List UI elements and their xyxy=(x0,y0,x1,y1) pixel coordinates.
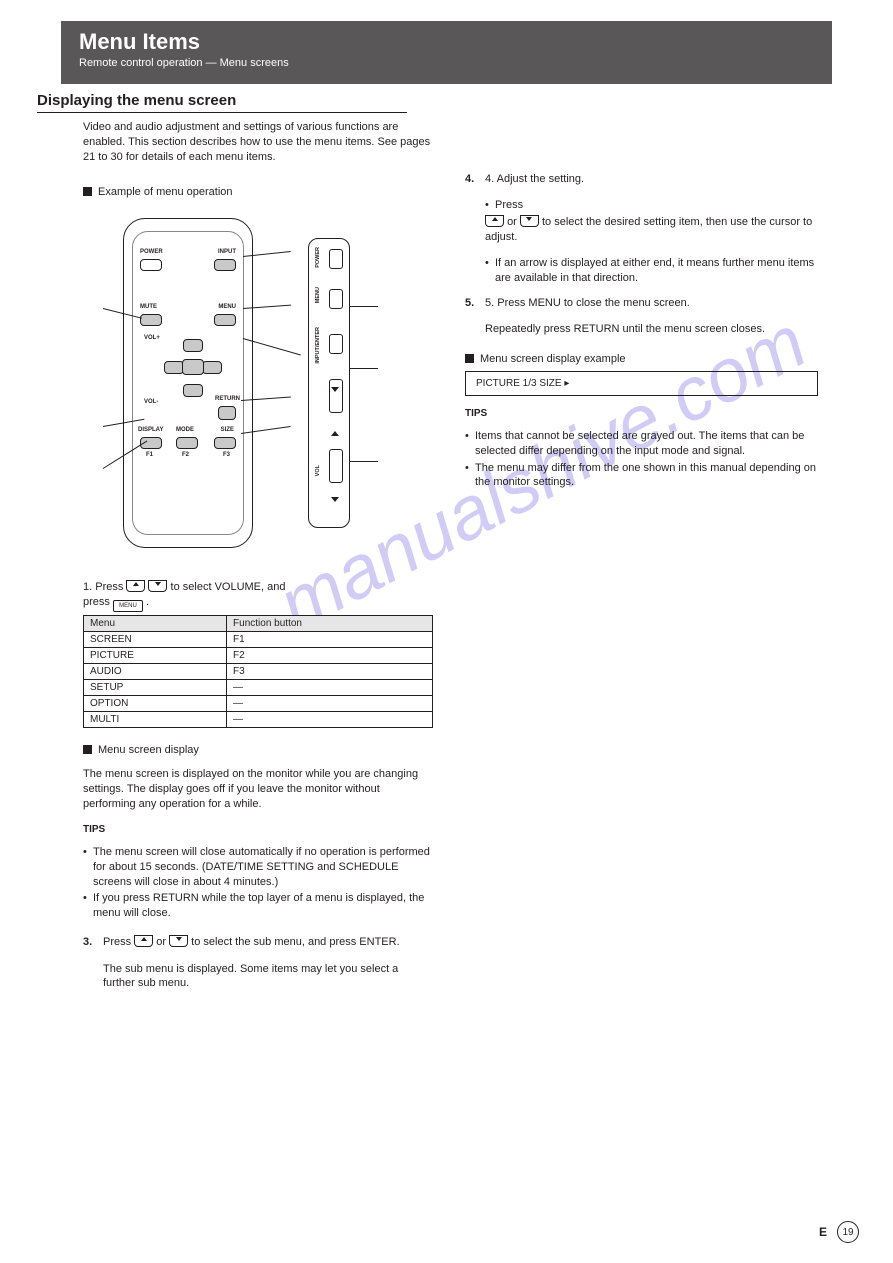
remote-left-button xyxy=(164,361,184,374)
page-footer-letter: E xyxy=(819,1225,827,1239)
section-heading: Displaying the menu screen xyxy=(37,92,407,113)
remote-right-button xyxy=(202,361,222,374)
monitor-panel-diagram: POWER MENU INPUT/ENTER VOL xyxy=(308,238,350,528)
remote-and-panel-diagram: POWER INPUT MUTE MENU VOL+ ENTER VOL- RE… xyxy=(103,208,373,578)
intro-text: Video and audio adjustment and settings … xyxy=(83,120,433,165)
up-button-icon xyxy=(485,215,504,227)
block2-body: The menu screen is displayed on the moni… xyxy=(83,767,433,812)
remote-input-button xyxy=(214,259,236,271)
step4-body-a: •Press or to select the desired setting … xyxy=(485,198,818,245)
remote-f3-button xyxy=(214,437,236,449)
step3-body: The sub menu is displayed. Some items ma… xyxy=(103,962,433,992)
banner-subtitle: Remote control operation — Menu screens xyxy=(79,57,814,69)
panel-menu-button xyxy=(329,289,343,309)
tip-item: •The menu may differ from the one shown … xyxy=(465,461,818,491)
panel-input-enter-button xyxy=(329,334,343,354)
banner-title: Menu Items xyxy=(79,29,814,55)
step-list-left: 1. Press to select VOLUME, and press MEN… xyxy=(83,580,433,612)
remote-f2-button xyxy=(176,437,198,449)
menu-button-icon: MENU xyxy=(113,600,143,612)
table-header-menu: Menu xyxy=(84,616,227,632)
step1-text: 1. Press xyxy=(83,581,123,593)
step5-body: Repeatedly press RETURN until the menu s… xyxy=(485,322,818,337)
table-row: SETUP— xyxy=(84,680,433,696)
right-column: 4.4. Adjust the setting. •Press or to se… xyxy=(465,170,818,492)
tips-heading-left: TIPS xyxy=(83,824,433,835)
example-box: PICTURE 1/3 SIZE ▸ xyxy=(465,371,818,396)
step4-head: 4. Adjust the setting. xyxy=(485,172,818,187)
tips-heading-right: TIPS xyxy=(465,408,818,419)
figure-caption: Example of menu operation xyxy=(83,186,433,198)
tip-item: •Items that cannot be selected are graye… xyxy=(465,429,818,459)
page-banner: Menu Items Remote control operation — Me… xyxy=(61,21,832,84)
left-column: Example of menu operation POWER INPUT MU… xyxy=(83,170,433,1002)
tip-item: •If you press RETURN while the top layer… xyxy=(83,891,433,921)
up-button-icon xyxy=(126,580,145,592)
down-button-icon xyxy=(520,215,539,227)
table-row: OPTION— xyxy=(84,696,433,712)
remote-up-button xyxy=(183,339,203,352)
remote-power-button xyxy=(140,259,162,271)
block2-heading: Menu screen display xyxy=(83,744,433,756)
remote-mute-button xyxy=(140,314,162,326)
panel-bright-buttons xyxy=(329,379,343,413)
step4-body-b: •If an arrow is displayed at either end,… xyxy=(485,256,818,286)
panel-power-button xyxy=(329,249,343,269)
remote-outline: POWER INPUT MUTE MENU VOL+ ENTER VOL- RE… xyxy=(123,218,253,548)
table-row: MULTI— xyxy=(84,712,433,728)
remote-enter-button xyxy=(182,359,204,375)
down-button-icon xyxy=(169,935,188,947)
step5-head: 5. Press MENU to close the menu screen. xyxy=(485,296,818,311)
remote-dpad xyxy=(164,339,222,397)
remote-down-button xyxy=(183,384,203,397)
function-button-table: Menu Function button SCREENF1 PICTUREF2 … xyxy=(83,615,433,728)
panel-vol-buttons xyxy=(329,449,343,483)
up-button-icon xyxy=(134,935,153,947)
table-row: PICTUREF2 xyxy=(84,648,433,664)
table-header-fn: Function button xyxy=(227,616,433,632)
remote-menu-button xyxy=(214,314,236,326)
down-button-icon xyxy=(148,580,167,592)
remote-return-button xyxy=(218,406,236,420)
table-row: AUDIOF3 xyxy=(84,664,433,680)
page-number: 19 xyxy=(837,1221,859,1243)
tip-item: •The menu screen will close automaticall… xyxy=(83,845,433,890)
table-row: SCREENF1 xyxy=(84,632,433,648)
example-heading: Menu screen display example xyxy=(465,353,818,365)
